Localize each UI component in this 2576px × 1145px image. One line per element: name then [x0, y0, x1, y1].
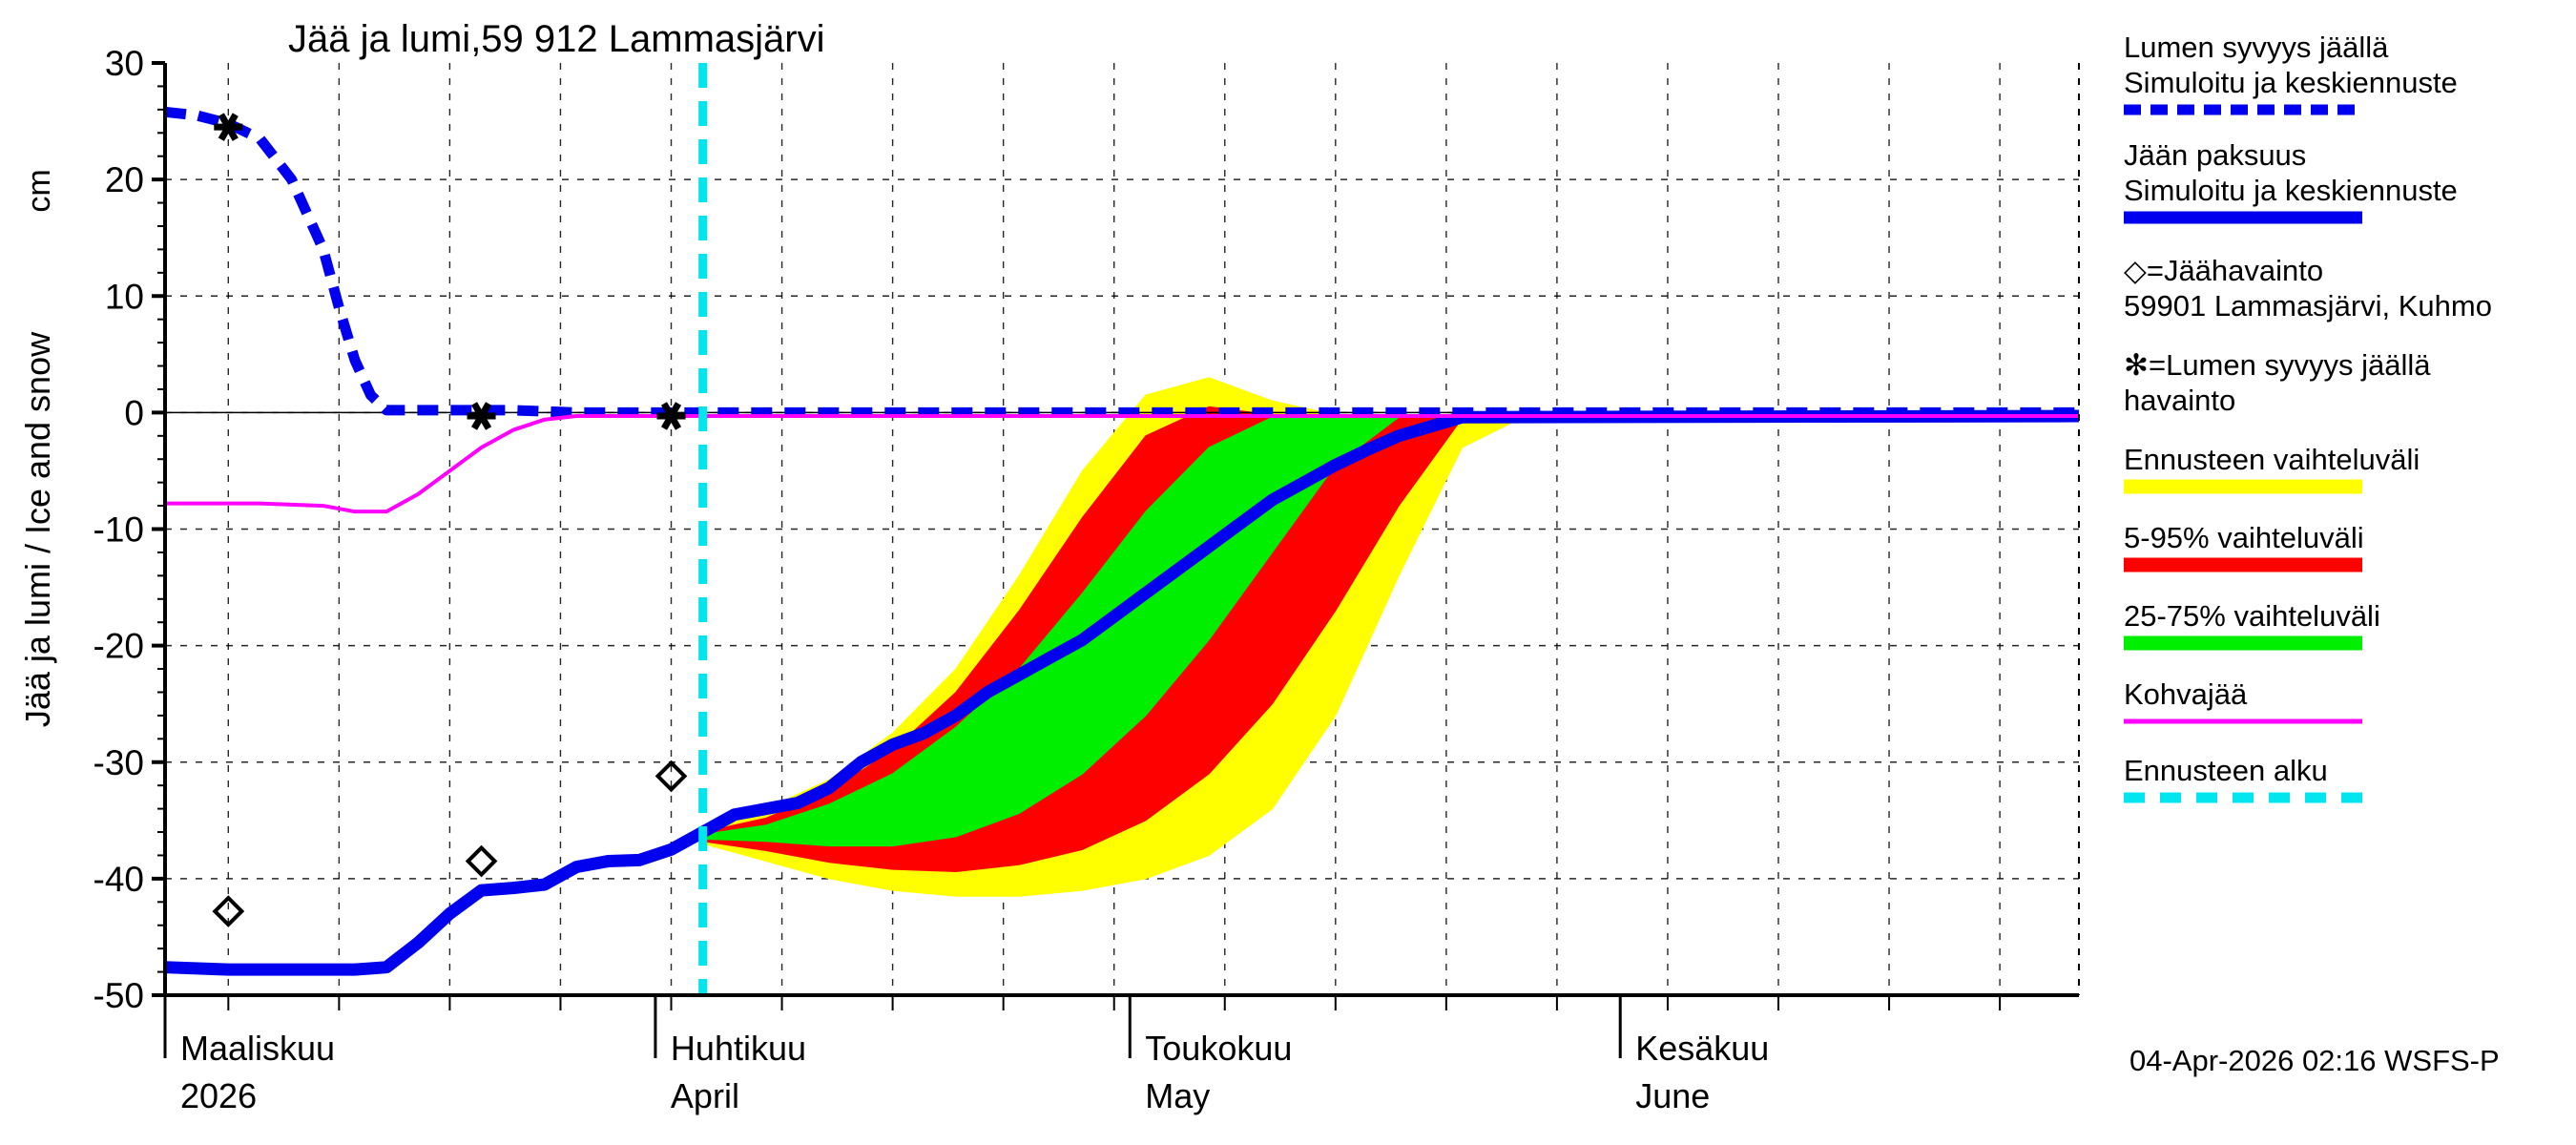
legend-item-ice-observation: ◇=Jäähavainto 59901 Lammasjärvi, Kuhmo — [2124, 254, 2492, 323]
snow-observation-marker — [656, 402, 686, 430]
x-month-label-en: May — [1145, 1076, 1210, 1115]
legend-item-snow-observation: ✻=Lumen syvyys jäällä havainto — [2124, 348, 2431, 417]
gridlines — [165, 63, 2079, 996]
x-month-label-en: 2026 — [180, 1076, 257, 1115]
legend-item-slush-ice: Kohvajää — [2124, 677, 2362, 724]
x-axis: Maaliskuu 2026 Huhtikuu April Toukokuu May Kes… — [163, 995, 2002, 1115]
y-tick-label: -10 — [93, 510, 144, 550]
legend-item-forecast-range: Ennusteen vaihteluväli — [2124, 443, 2420, 494]
x-month-label-fi: Kesäkuu — [1635, 1029, 1769, 1068]
y-tick-label: 0 — [124, 393, 144, 432]
y-tick-label: -30 — [93, 743, 144, 782]
snow-observation-marker — [214, 113, 243, 141]
y-axis: 30 20 10 0 -10 -20 -30 -40 -50 — [93, 44, 165, 1015]
x-month-label-fi: Huhtikuu — [671, 1029, 806, 1068]
legend-label-secondary: havainto — [2124, 384, 2235, 417]
series-1 — [164, 409, 2080, 976]
legend-label-secondary: Simuloitu ja keskiennuste — [2124, 66, 2458, 99]
legend-label-secondary: Simuloitu ja keskiennuste — [2124, 174, 2458, 207]
ice-observation-marker — [654, 760, 688, 793]
y-tick-label: 20 — [105, 160, 144, 199]
observations — [212, 113, 688, 927]
legend-label-primary: Kohvajää — [2124, 677, 2248, 711]
legend-item-range-5-95: 5-95% vaihteluväli — [2124, 521, 2364, 572]
legend-label-secondary: 59901 Lammasjärvi, Kuhmo — [2124, 289, 2492, 323]
ice-observation-marker — [465, 844, 498, 878]
x-month-label-fi: Maaliskuu — [180, 1029, 335, 1068]
y-tick-label: 10 — [105, 277, 144, 316]
y-tick-label: -50 — [93, 976, 144, 1015]
legend-label-primary: Ennusteen alku — [2124, 754, 2328, 787]
data-series — [164, 106, 2080, 976]
y-axis-label: Jää ja lumi / Ice and snow — [18, 331, 57, 727]
legend-label-primary: ◇=Jäähavainto — [2124, 254, 2323, 287]
legend-item-forecast-start: Ennusteen alku — [2124, 754, 2362, 803]
x-month-label-en: June — [1635, 1076, 1710, 1115]
ice-observation-marker — [212, 895, 245, 927]
page-title: Jää ja lumi,59 912 Lammasjärvi — [288, 18, 824, 60]
series-2 — [165, 414, 2079, 514]
legend-label-primary: 25-75% vaihteluväli — [2124, 599, 2380, 633]
y-tick-label: 30 — [105, 44, 144, 83]
legend-label-primary: 5-95% vaihteluväli — [2124, 521, 2364, 554]
legend-item-range-25-75: 25-75% vaihteluväli — [2124, 599, 2380, 651]
series-0 — [164, 106, 2079, 418]
legend-label-primary: ✻=Lumen syvyys jäällä — [2124, 348, 2431, 382]
legend-label-primary: Jään paksuus — [2124, 138, 2306, 172]
snow-observation-marker — [467, 402, 496, 430]
legend-label-primary: Lumen syvyys jäällä — [2124, 31, 2389, 64]
y-axis-unit: cm — [21, 169, 57, 212]
timestamp: 04-Apr-2026 02:16 WSFS-P — [2129, 1044, 2500, 1077]
x-month-label-en: April — [671, 1076, 739, 1115]
legend-label-primary: Ennusteen vaihteluväli — [2124, 443, 2420, 476]
y-tick-label: -20 — [93, 627, 144, 666]
y-tick-label: -40 — [93, 860, 144, 899]
x-month-label-fi: Toukokuu — [1145, 1029, 1292, 1068]
